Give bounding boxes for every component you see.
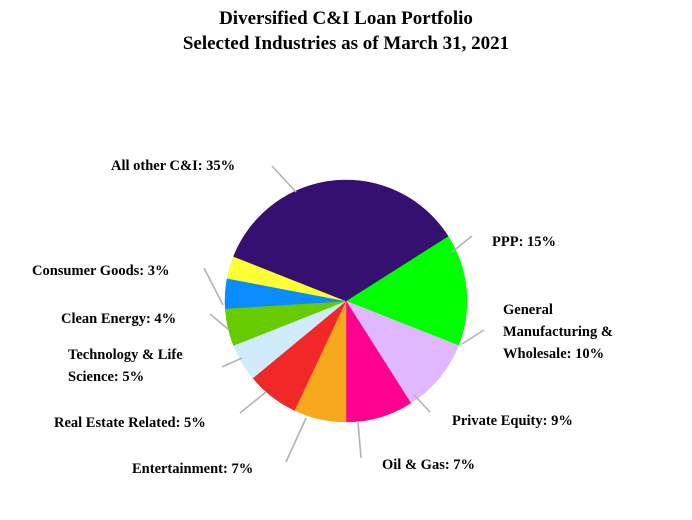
slice-label-line: Wholesale: 10% [503, 346, 604, 362]
chart-title: Diversified C&I Loan Portfolio Selected … [0, 6, 692, 56]
slice-label-clean-energy: Clean Energy: 4% [61, 311, 176, 327]
slice-label-line: Manufacturing & [503, 324, 613, 340]
slice-label-consumer-goods: Consumer Goods: 3% [32, 263, 170, 279]
slice-label-line: Technology & Life [68, 347, 183, 363]
title-line-2: Selected Industries as of March 31, 2021 [182, 33, 510, 54]
leader-line-all-other [271, 165, 297, 193]
slice-labels: PPP: 15% General Manufacturing & Wholesale:… [32, 158, 613, 477]
slice-label-line: Oil & Gas: 7% [382, 457, 475, 473]
leader-line-entertainment [285, 417, 307, 463]
leader-line-ppp [451, 235, 473, 253]
slice-label-all-other: All other C&I: 35% [111, 158, 235, 174]
slice-label-line: Consumer Goods: 3% [32, 263, 170, 279]
slice-label-line: Science: 5% [68, 369, 144, 385]
leader-line-private-equity [413, 394, 431, 413]
slice-label-line: General [503, 302, 553, 318]
slice-general-manufacturing [345, 300, 459, 404]
leader-line-general-manufacturing [461, 329, 485, 345]
leader-line-oil-gas [357, 421, 362, 459]
leader-line-technology-life-science [221, 357, 243, 368]
pie-slices [224, 179, 468, 423]
title-line-1: Diversified C&I Loan Portfolio [219, 8, 473, 29]
slice-label-oil-gas: Oil & Gas: 7% [382, 457, 475, 473]
leader-line-real-estate [239, 391, 267, 414]
slice-label-technology-life-science: Technology & Life Science: 5% [68, 347, 183, 385]
slice-label-private-equity: Private Equity: 9% [452, 413, 573, 429]
slice-label-line: All other C&I: 35% [111, 158, 235, 174]
slice-label-entertainment: Entertainment: 7% [132, 461, 253, 477]
slice-label-line: Clean Energy: 4% [61, 311, 176, 327]
slice-label-line: Entertainment: 7% [132, 461, 253, 477]
leader-lines [203, 165, 485, 463]
slice-label-general-manufacturing: General Manufacturing & Wholesale: 10% [503, 302, 613, 362]
slice-ppp [345, 235, 468, 346]
slice-label-ppp: PPP: 15% [492, 234, 556, 250]
leader-line-clean-energy [209, 313, 230, 331]
slice-all-other [233, 179, 449, 302]
leader-line-consumer-goods [203, 267, 224, 306]
slice-label-line: Private Equity: 9% [452, 413, 573, 429]
slice-label-line: Real Estate Related: 5% [54, 415, 206, 431]
slice-label-real-estate: Real Estate Related: 5% [54, 415, 206, 431]
slice-label-line: PPP: 15% [492, 234, 556, 250]
